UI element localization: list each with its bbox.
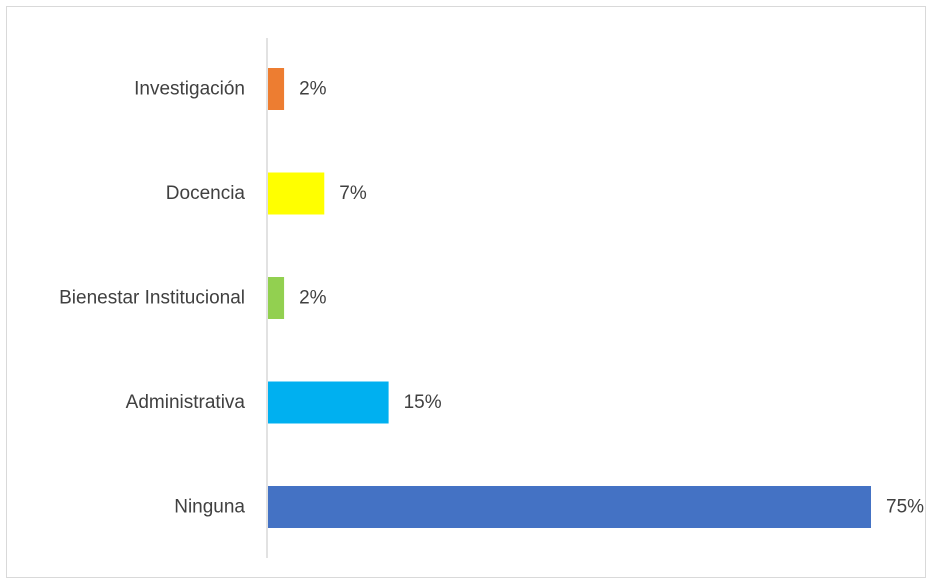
bar-bienestar-institucional: [268, 277, 285, 319]
bar-administrativa: [268, 381, 389, 424]
value-label-bienestar-institucional: 2%: [299, 288, 327, 309]
bar-docencia: [268, 172, 325, 215]
category-label-investigacion: Investigación: [134, 79, 245, 100]
bars-layer: Investigación 2% Docencia 7% Bienestar Insti…: [59, 68, 924, 528]
bar-investigacion: [268, 68, 285, 110]
category-label-docencia: Docencia: [166, 183, 246, 204]
value-label-administrativa: 15%: [404, 392, 442, 413]
category-label-ninguna: Ninguna: [174, 497, 245, 518]
category-label-administrativa: Administrativa: [126, 392, 246, 413]
chart-frame: [6, 6, 926, 578]
value-label-ninguna: 75%: [886, 497, 924, 518]
bar-ninguna: [268, 486, 871, 528]
value-label-docencia: 7%: [339, 183, 367, 204]
category-label-bienestar-institucional: Bienestar Institucional: [59, 288, 245, 309]
value-label-investigacion: 2%: [299, 79, 327, 100]
